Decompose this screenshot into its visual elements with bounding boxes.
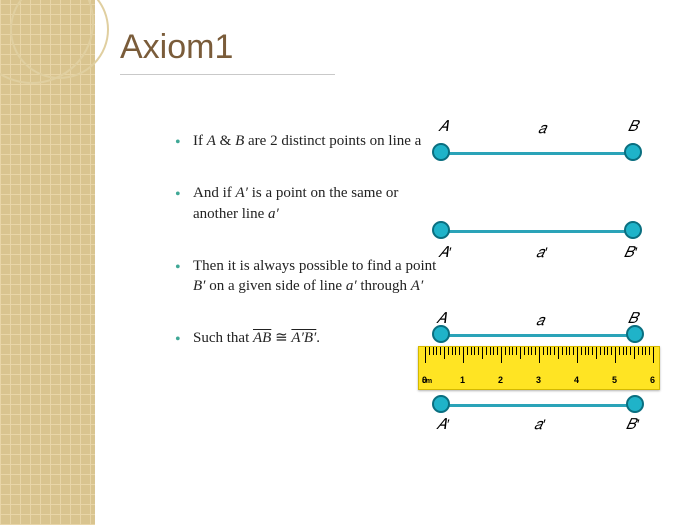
point-label: 𝐵′	[624, 244, 637, 262]
segment-diagram-2: 𝐴′ 𝑎′ 𝐵′	[438, 210, 638, 270]
ruler-diagram: 𝐴𝑎𝐵cm0123456𝐴′𝑎′𝐵′	[418, 310, 658, 440]
point-label: 𝐵	[628, 118, 638, 136]
bullet-list: If A & B are 2 distinct points on line a…	[135, 131, 445, 381]
list-item: Then it is always possible to find a poi…	[175, 256, 445, 297]
list-item: And if A′ is a point on the same or anot…	[175, 183, 445, 224]
point-icon	[624, 221, 642, 239]
point-icon	[432, 395, 450, 413]
line-segment	[441, 152, 633, 155]
ruler-icon: cm0123456	[418, 346, 660, 390]
list-item: Such that AB ≅ A′B′.	[175, 328, 445, 348]
point-icon	[432, 325, 450, 343]
slide: Axiom1 If A & B are 2 distinct points on…	[0, 0, 700, 525]
point-label: 𝑎	[538, 120, 546, 138]
line-segment	[441, 230, 633, 233]
title-underline	[120, 74, 335, 75]
point-label: 𝑎	[536, 312, 544, 330]
point-label: 𝐴	[438, 118, 448, 136]
page-title: Axiom1	[120, 28, 233, 67]
point-label: 𝐵′	[626, 416, 639, 434]
point-icon	[432, 143, 450, 161]
point-icon	[624, 143, 642, 161]
point-icon	[432, 221, 450, 239]
point-label: 𝑎′	[536, 244, 547, 262]
point-label: 𝐴′	[438, 244, 451, 262]
point-label: 𝐴′	[436, 416, 449, 434]
line-segment	[441, 334, 635, 337]
line-segment	[441, 404, 635, 407]
segment-diagram-1: 𝐴𝑎 𝐵	[438, 118, 638, 178]
point-icon	[626, 325, 644, 343]
point-icon	[626, 395, 644, 413]
point-label: 𝑎′	[534, 416, 545, 434]
list-item: If A & B are 2 distinct points on line a	[175, 131, 445, 151]
